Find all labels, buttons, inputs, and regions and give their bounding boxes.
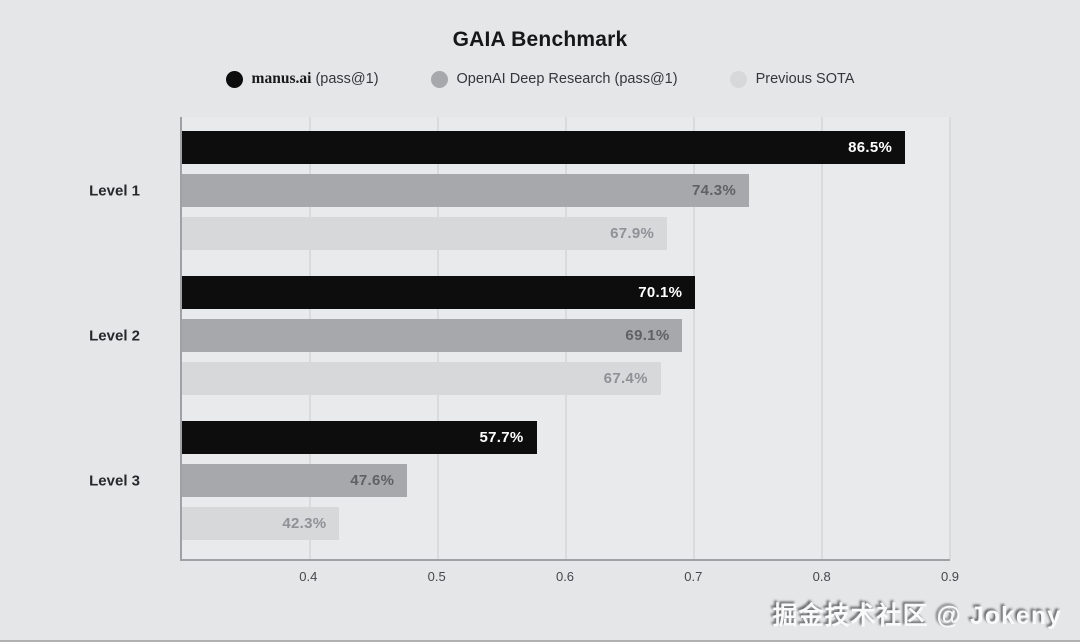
bar-series-2-group-2: 42.3% xyxy=(182,507,340,540)
x-tick-label: 0.7 xyxy=(684,569,703,584)
bar-value-label: 47.6% xyxy=(350,472,395,489)
watermark: 掘金技术社区 @ Jokeny xyxy=(772,602,1062,630)
legend-item-manus: manus.ai (pass@1) xyxy=(225,70,379,88)
legend-dot-manus-icon xyxy=(225,70,243,88)
bar-value-label: 74.3% xyxy=(691,182,737,199)
legend: manus.ai (pass@1) OpenAI Deep Research (… xyxy=(0,70,1080,88)
bar-value-label: 70.1% xyxy=(638,284,683,301)
bar-series-1-group-2: 47.6% xyxy=(182,464,408,497)
bottom-edge-line xyxy=(0,640,1080,642)
bar-value-label: 86.5% xyxy=(848,139,893,156)
legend-item-openai: OpenAI Deep Research (pass@1) xyxy=(430,70,678,88)
legend-label-manus-brand: manus.ai xyxy=(251,70,312,87)
y-category-label: Level 3 xyxy=(89,472,140,489)
bar-series-0-group-2: 57.7% xyxy=(182,421,537,454)
legend-label-openai: OpenAI Deep Research (pass@1) xyxy=(456,71,678,87)
x-axis-labels: 0.4 0.5 0.6 0.7 0.8 0.9 xyxy=(180,569,959,589)
bar-series-1-group-0: 74.3% xyxy=(182,174,750,207)
legend-label-manus: manus.ai (pass@1) xyxy=(252,70,379,88)
legend-label-manus-suffix: (pass@1) xyxy=(311,71,379,87)
legend-label-previous-sota: Previous SOTA xyxy=(755,71,855,87)
bar-value-label: 67.4% xyxy=(603,370,648,387)
bar-series-0-group-0: 86.5% xyxy=(182,131,906,164)
legend-item-previous-sota: Previous SOTA xyxy=(729,70,855,88)
bar-value-label: 57.7% xyxy=(479,429,524,446)
x-tick-label: 0.6 xyxy=(555,569,575,584)
bar-value-label: 69.1% xyxy=(625,327,670,344)
bar-series-0-group-1: 70.1% xyxy=(182,276,696,309)
chart-title: GAIA Benchmark xyxy=(452,28,628,51)
legend-dot-openai-icon xyxy=(430,70,448,88)
gridline xyxy=(821,117,823,559)
x-tick-label: 0.4 xyxy=(299,569,318,584)
x-tick-label: 0.8 xyxy=(812,569,831,584)
bar-series-2-group-1: 67.4% xyxy=(182,362,661,395)
x-tick-label: 0.5 xyxy=(427,569,446,584)
bar-value-label: 42.3% xyxy=(282,515,327,532)
y-category-label: Level 2 xyxy=(89,327,140,344)
bar-series-1-group-1: 69.1% xyxy=(182,319,683,352)
bar-value-label: 67.9% xyxy=(610,225,655,242)
x-tick-label: 0.9 xyxy=(940,569,960,584)
y-category-label: Level 1 xyxy=(89,182,140,199)
y-axis-labels: Level 1 Level 2 Level 3 xyxy=(0,117,160,561)
legend-dot-previous-sota-icon xyxy=(729,70,747,88)
bar-series-2-group-0: 67.9% xyxy=(182,217,668,250)
gridline xyxy=(693,117,695,559)
gridline xyxy=(949,117,951,559)
plot-area: 86.5% 74.3% 67.9% 70.1% 69.1% 67.4% 57.7% 47.6%… xyxy=(180,117,951,561)
